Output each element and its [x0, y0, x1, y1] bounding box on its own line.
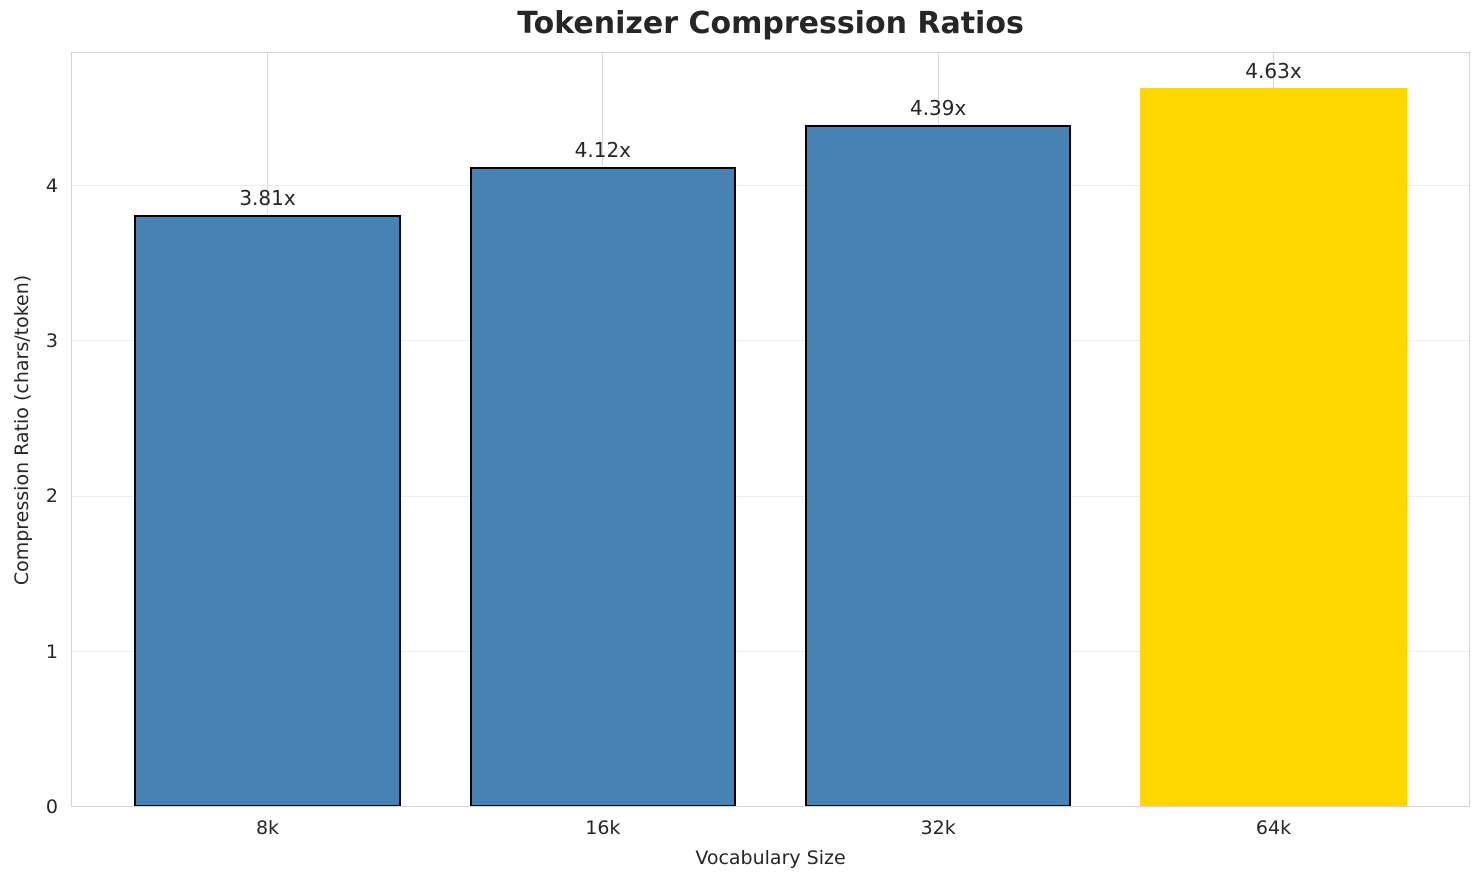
gridline-horizontal: [71, 185, 1470, 187]
x-axis-label: Vocabulary Size: [695, 847, 846, 869]
bar-32k: [804, 125, 1072, 807]
x-tick-label: 32k: [920, 817, 956, 839]
x-tick-label: 64k: [1255, 817, 1292, 839]
gridline-horizontal: [71, 651, 1470, 653]
gridline-horizontal: [71, 495, 1470, 497]
y-tick-label: 4: [45, 174, 58, 197]
bar-value-label: 3.81x: [239, 186, 296, 211]
bar-value-label: 4.39x: [909, 96, 967, 121]
y-tick-label: 0: [45, 796, 58, 818]
y-tick-label: 3: [45, 329, 58, 352]
x-tick-label: 16k: [585, 817, 621, 839]
bar-16k: [469, 166, 737, 807]
bar-value-label: 4.63x: [1245, 58, 1302, 83]
bar-value-label: 4.12x: [574, 137, 632, 162]
x-tick-label: 8k: [255, 817, 280, 839]
y-tick-label: 1: [45, 640, 58, 663]
plot-area: 3.81x 4.12x 4.39x 4.63x: [71, 52, 1470, 807]
bar-8k: [134, 215, 401, 807]
bar-64k: [1140, 87, 1407, 807]
y-axis-label: Compression Ratio (chars/token): [11, 274, 33, 586]
gridline-horizontal: [71, 340, 1470, 342]
y-tick-label: 2: [45, 485, 58, 508]
chart-title: Tokenizer Compression Ratios: [517, 6, 1024, 41]
